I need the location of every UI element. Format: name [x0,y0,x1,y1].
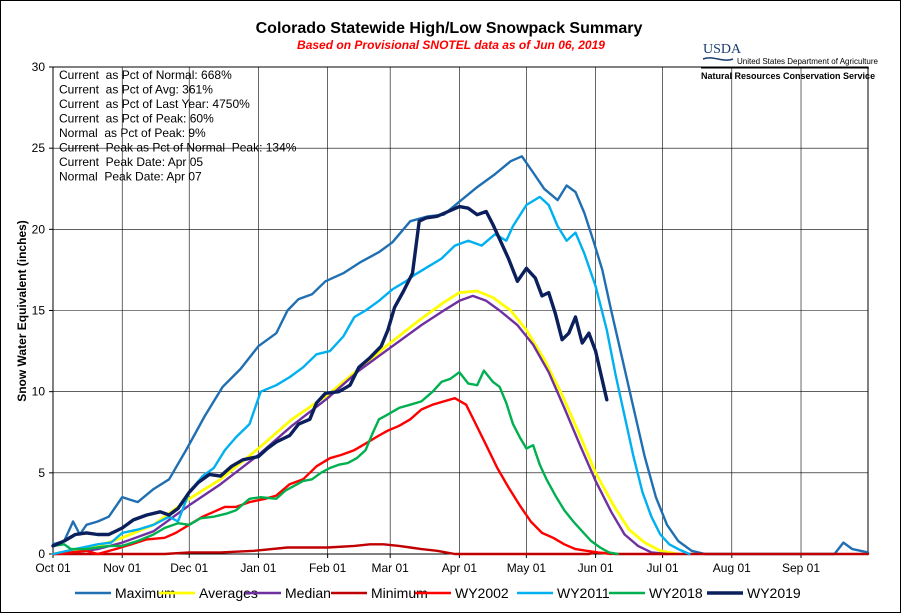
usda-logo-mark: USDA [703,42,742,57]
stat-line: Current Peak as Pct of Normal Peak: 134% [59,141,297,155]
series-line-maximum [51,155,870,556]
legend-label: WY2018 [649,585,703,601]
x-tick-label: Nov 01 [103,561,141,575]
series-lines [51,155,870,556]
legend-label: Median [285,585,331,601]
stat-line: Current as Pct of Avg: 361% [59,83,213,97]
x-tick-label: Dec 01 [170,561,208,575]
legend: Maximum Averages Median Minimum WY2002 WY2011… [75,585,801,601]
x-tick-label: Apr 01 [442,561,478,575]
stats-annotations: Current as Pct of Normal: 668%Current as… [59,68,297,184]
stat-line: Current as Pct of Normal: 668% [59,68,232,82]
series-line-wy2019 [51,204,609,548]
series-line-wy2018 [51,369,620,556]
legend-label: Averages [199,585,258,601]
x-tick-label: Sep 01 [782,561,820,575]
legend-label: Minimum [371,585,428,601]
legend-label: WY2002 [455,585,509,601]
usda-department: United States Department of Agriculture [737,57,879,66]
y-tick-label: 30 [32,60,46,74]
chart-subtitle: Based on Provisional SNOTEL data as of J… [297,38,605,52]
x-tick-label: Oct 01 [35,561,71,575]
y-tick-label: 25 [32,141,46,155]
y-axis-title: Snow Water Equivalent (inches) [15,220,29,402]
x-axis: Oct 01 Nov 01 Dec 01 Jan 01 Feb 01 Mar 01 Apr … [35,554,820,575]
stat-line: Current as Pct of Peak: 60% [59,112,214,126]
stat-line: Normal Peak Date: Apr 07 [59,170,202,184]
y-tick-label: 15 [32,304,46,318]
usda-logo: USDA United States Department of Agricul… [701,42,879,81]
series-line-median [51,294,669,556]
series-line-wy2011 [51,195,691,556]
y-tick-label: 10 [32,385,46,399]
legend-label: Maximum [115,585,176,601]
chart-title: Colorado Statewide High/Low Snowpack Sum… [256,20,643,37]
series-line-minimum [51,543,870,556]
y-axis: 0 5 10 15 20 25 30 [32,60,53,561]
x-tick-label: Jul 01 [647,561,679,575]
series-line-wy2002 [51,397,613,556]
nrcs-service-name: Natural Resources Conservation Service [701,71,875,81]
x-tick-label: Jan 01 [240,561,276,575]
stat-line: Current as Pct of Last Year: 4750% [59,97,250,111]
stat-line: Current Peak Date: Apr 05 [59,155,203,169]
x-tick-label: May 01 [507,561,547,575]
usda-logo-swoosh [702,57,734,61]
legend-label: WY2011 [557,585,610,601]
y-tick-label: 0 [38,547,45,561]
legend-label: WY2019 [747,585,801,601]
y-tick-label: 5 [38,466,45,480]
x-tick-label: Mar 01 [371,561,409,575]
x-tick-label: Feb 01 [309,561,347,575]
stat-line: Normal as Pct of Peak: 9% [59,126,206,140]
y-tick-label: 20 [32,222,46,236]
x-tick-label: Jun 01 [578,561,614,575]
x-tick-label: Aug 01 [713,561,751,575]
